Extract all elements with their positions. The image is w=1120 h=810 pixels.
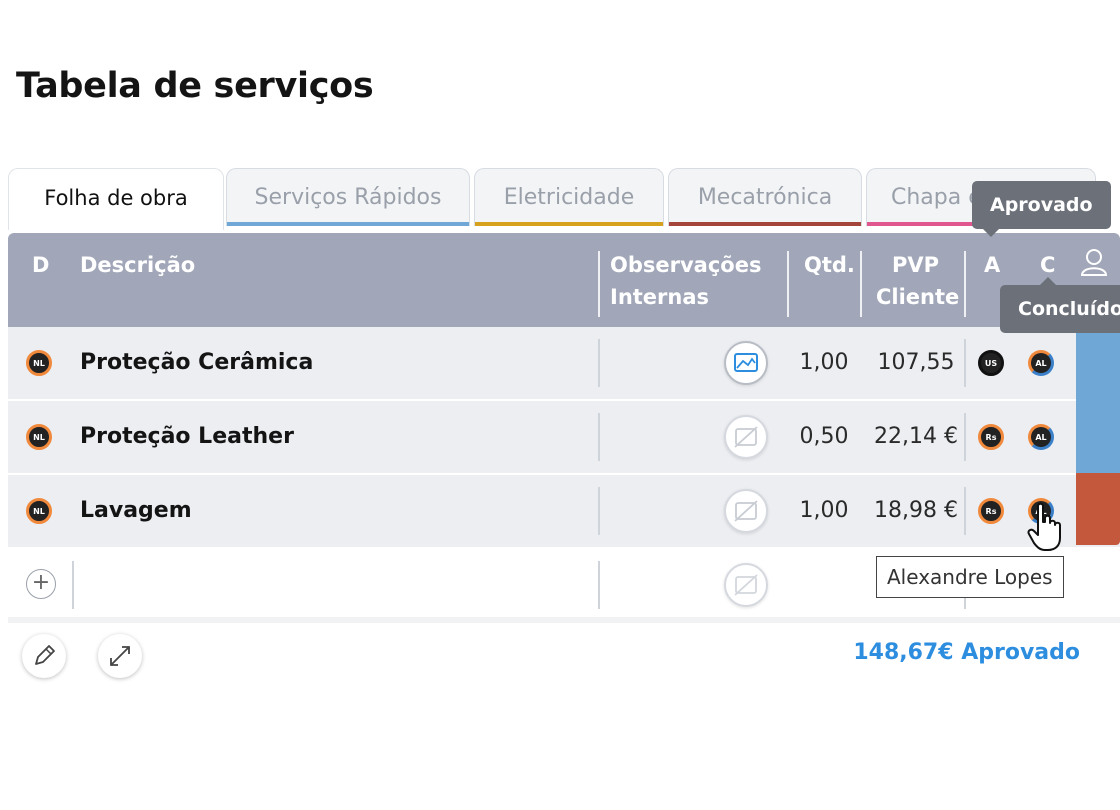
row-description: Lavagem bbox=[80, 498, 192, 523]
row-pvp[interactable]: 107,55 bbox=[877, 350, 955, 375]
designer-badge[interactable]: NL bbox=[26, 424, 52, 450]
completed-by-badge[interactable]: AL bbox=[1028, 350, 1054, 376]
row-pvp[interactable]: 18,98 € bbox=[874, 498, 958, 523]
table-row[interactable]: NL Proteção Cerâmica 1,00 107,55 US AL bbox=[8, 327, 1120, 401]
status-strip bbox=[1076, 473, 1120, 545]
row-qty[interactable]: 1,00 bbox=[799, 350, 849, 375]
table-bottom-border bbox=[8, 617, 1120, 623]
row-divider bbox=[598, 561, 600, 609]
row-description: Proteção Cerâmica bbox=[80, 350, 314, 375]
header-d[interactable]: D bbox=[32, 253, 50, 277]
no-image-button[interactable] bbox=[724, 563, 768, 607]
expand-icon bbox=[110, 646, 130, 666]
tab-servicos-rapidos[interactable]: Serviços Rápidos bbox=[226, 168, 470, 226]
page-title: Tabela de serviços bbox=[16, 66, 374, 106]
header-obs-line1[interactable]: Observações bbox=[610, 253, 762, 277]
row-divider bbox=[72, 561, 74, 609]
tab-label: Chapa e bbox=[891, 185, 982, 210]
tab-eletricidade[interactable]: Eletricidade bbox=[474, 168, 664, 226]
row-qty[interactable]: 0,50 bbox=[799, 424, 849, 449]
designer-badge[interactable]: NL bbox=[26, 498, 52, 524]
header-obs-line2: Internas bbox=[610, 285, 710, 309]
no-image-button[interactable] bbox=[724, 489, 768, 533]
header-divider bbox=[860, 251, 862, 317]
tab-label: Mecatrónica bbox=[697, 185, 833, 210]
tab-color-bar bbox=[227, 222, 469, 226]
row-divider bbox=[598, 339, 600, 387]
services-table: D Descrição Observações Internas Qtd. PV… bbox=[8, 233, 1120, 623]
header-pvp-line2: Cliente bbox=[876, 285, 960, 309]
total-approved: 148,67€ Aprovado bbox=[853, 640, 1080, 665]
tab-color-bar bbox=[475, 222, 663, 226]
header-qtd[interactable]: Qtd. bbox=[804, 253, 855, 277]
expand-button[interactable] bbox=[98, 634, 142, 678]
header-c[interactable]: C bbox=[1040, 253, 1056, 277]
image-icon bbox=[734, 353, 758, 372]
tab-color-bar bbox=[669, 222, 861, 226]
table-row[interactable]: NL Proteção Leather 0,50 22,14 € Rs AL bbox=[8, 401, 1120, 475]
header-divider bbox=[787, 251, 789, 317]
header-divider bbox=[964, 251, 966, 317]
header-pvp-line1[interactable]: PVP bbox=[892, 253, 940, 277]
row-divider bbox=[964, 487, 966, 535]
completed-by-badge[interactable]: AL bbox=[1028, 424, 1054, 450]
no-image-icon bbox=[734, 574, 758, 596]
row-divider bbox=[964, 339, 966, 387]
header-divider bbox=[598, 251, 600, 317]
user-icon[interactable] bbox=[1080, 247, 1108, 277]
tooltip-user-name: Alexandre Lopes bbox=[876, 556, 1064, 598]
row-divider bbox=[598, 487, 600, 535]
add-row-button[interactable]: + bbox=[26, 569, 56, 599]
header-a[interactable]: A bbox=[984, 253, 1001, 277]
no-image-button[interactable] bbox=[724, 415, 768, 459]
tab-label: Serviços Rápidos bbox=[254, 185, 442, 210]
edit-button[interactable] bbox=[22, 634, 66, 678]
tab-bar: Folha de obra Serviços Rápidos Eletricid… bbox=[8, 168, 1120, 230]
table-header: D Descrição Observações Internas Qtd. PV… bbox=[8, 233, 1120, 327]
tooltip-aprovado: Aprovado bbox=[972, 181, 1111, 229]
row-divider bbox=[964, 413, 966, 461]
table-row[interactable]: NL Lavagem 1,00 18,98 € Rs AL bbox=[8, 475, 1120, 549]
tab-folha-de-obra[interactable]: Folha de obra bbox=[8, 168, 224, 230]
row-qty[interactable]: 1,00 bbox=[799, 498, 849, 523]
row-divider bbox=[598, 413, 600, 461]
approved-by-badge[interactable]: Rs bbox=[978, 498, 1004, 524]
image-button[interactable] bbox=[724, 341, 768, 385]
tab-label: Folha de obra bbox=[44, 186, 188, 210]
row-description: Proteção Leather bbox=[80, 424, 294, 449]
tab-mecatronica[interactable]: Mecatrónica bbox=[668, 168, 862, 226]
tooltip-concluido: Concluído bbox=[1000, 285, 1120, 333]
no-image-icon bbox=[734, 500, 758, 522]
approved-by-badge[interactable]: US bbox=[978, 350, 1004, 376]
approved-by-badge[interactable]: Rs bbox=[978, 424, 1004, 450]
pencil-icon bbox=[35, 645, 55, 665]
no-image-icon bbox=[734, 426, 758, 448]
hand-cursor-icon bbox=[1027, 502, 1061, 551]
tooltip-arrow bbox=[983, 229, 999, 237]
tab-label: Eletricidade bbox=[503, 185, 635, 210]
designer-badge[interactable]: NL bbox=[26, 350, 52, 376]
tooltip-arrow bbox=[1040, 277, 1056, 285]
row-pvp[interactable]: 22,14 € bbox=[874, 424, 958, 449]
status-strip bbox=[1076, 327, 1120, 473]
header-descricao[interactable]: Descrição bbox=[80, 253, 196, 277]
